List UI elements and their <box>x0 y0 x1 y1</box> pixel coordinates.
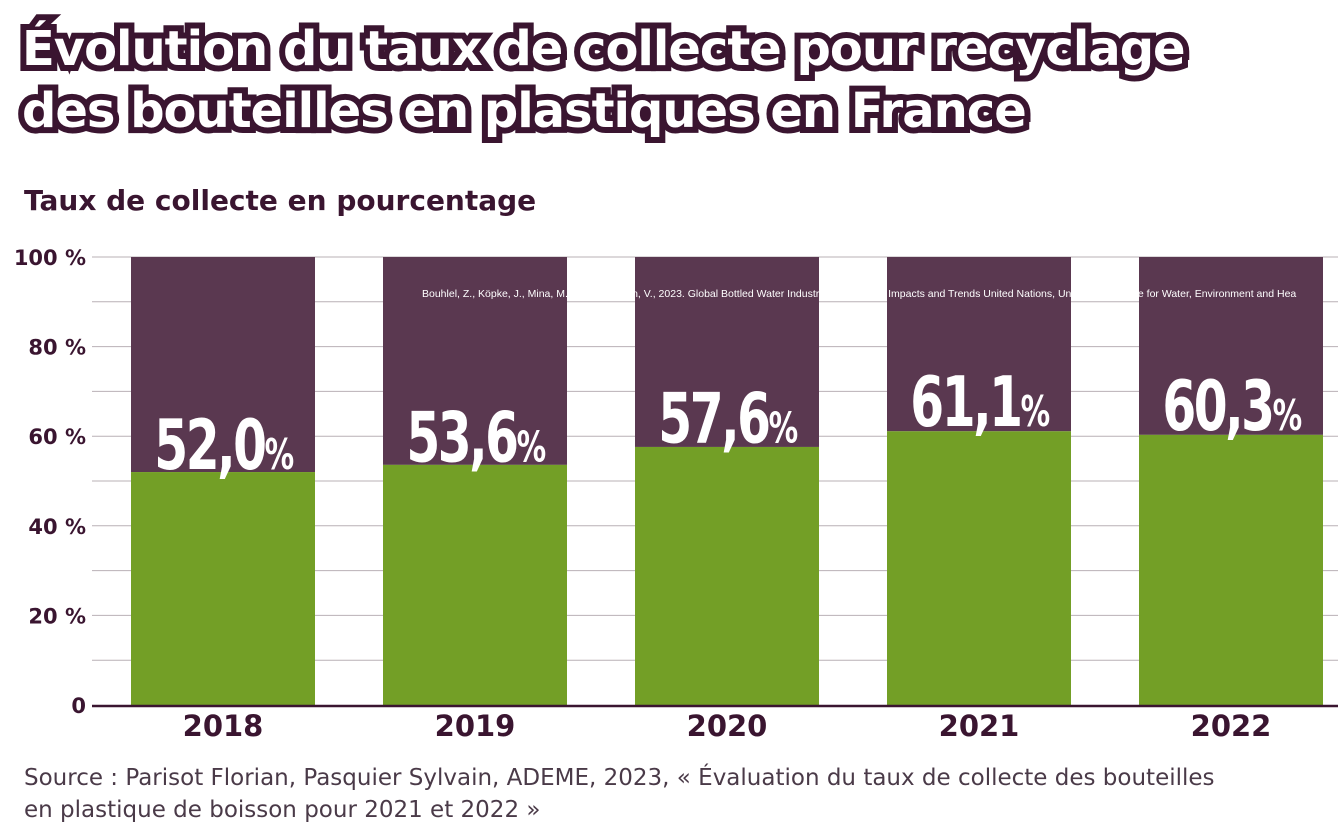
x-tick-label-2021: 2021 <box>939 709 1020 743</box>
overlay-citation: Bouhlel, Z., Köpke, J., Mina, M., and Sm… <box>422 288 1296 300</box>
percent-sign: % <box>517 422 546 471</box>
x-tick-label-2020: 2020 <box>687 709 768 743</box>
percent-sign: % <box>1273 391 1302 440</box>
chart-title: Évolution du taux de collecte pour recyc… <box>16 15 1322 145</box>
percent-sign: % <box>769 404 798 453</box>
x-tick-label-2022: 2022 <box>1191 709 1272 743</box>
y-tick-label: 40 % <box>28 515 86 539</box>
source-note: Source : Parisot Florian, Pasquier Sylva… <box>24 762 1334 826</box>
chart-subtitle: Taux de collecte en pourcentage <box>24 184 537 217</box>
bar-collected-2022 <box>1139 434 1323 705</box>
percent-sign: % <box>1021 387 1050 436</box>
title-line-1: Évolution du taux de collecte pour recyc… <box>16 15 1192 83</box>
x-tick-label-2018: 2018 <box>183 709 264 743</box>
source-line-2: en plastique de boisson pour 2021 et 202… <box>24 797 541 823</box>
y-tick-label: 80 % <box>28 336 86 360</box>
y-tick-label: 20 % <box>28 604 86 628</box>
bar-collected-2020 <box>635 446 819 705</box>
y-tick-label: 100 % <box>14 246 86 270</box>
y-tick-label: 0 <box>71 694 86 718</box>
data-label-2018: 52,0% <box>154 404 293 485</box>
source-line-1: Source : Parisot Florian, Pasquier Sylva… <box>24 765 1215 791</box>
y-tick-label: 60 % <box>28 425 86 449</box>
bar-collected-2018 <box>131 472 315 705</box>
bar-collected-2021 <box>887 431 1071 705</box>
bar-remainder-2022 <box>1139 257 1323 435</box>
percent-sign: % <box>265 430 294 479</box>
bar-remainder-2018 <box>131 257 315 473</box>
bar-remainder-2021 <box>887 257 1071 432</box>
x-tick-label-2019: 2019 <box>435 709 516 743</box>
bar-chart: 52,0%201853,6%201957,6%202061,1%202160,3… <box>14 246 1338 743</box>
bar-remainder-2019 <box>383 257 567 465</box>
title-line-2: des bouteilles en plastiques en France <box>16 77 1033 145</box>
bar-remainder-2020 <box>635 257 819 447</box>
bar-collected-2019 <box>383 464 567 705</box>
